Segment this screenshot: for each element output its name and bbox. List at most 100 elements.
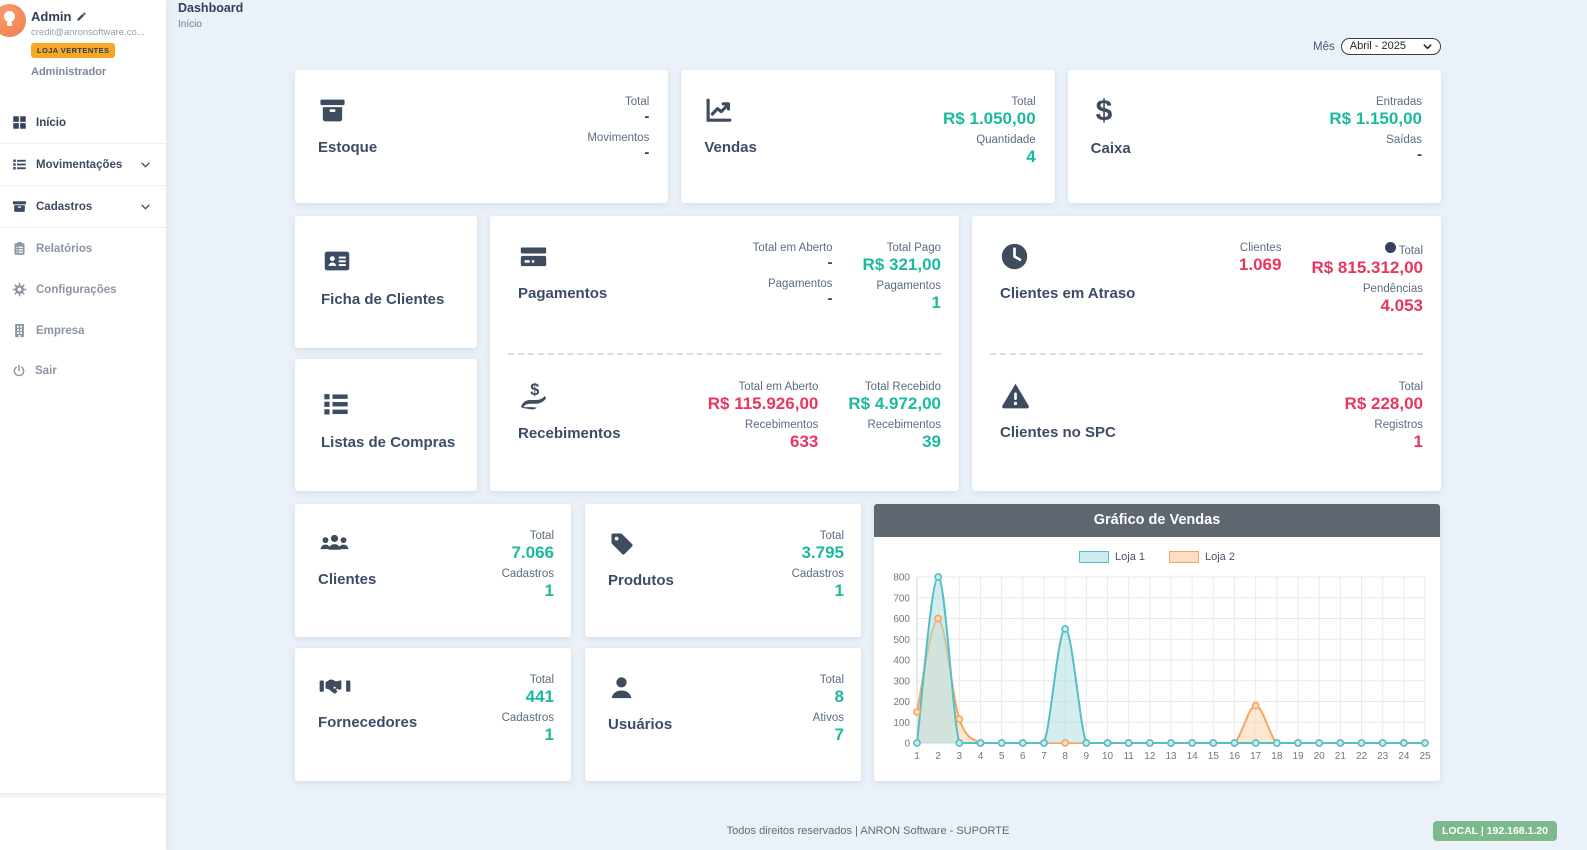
legend-swatch [1169,551,1199,563]
svg-text:7: 7 [1041,751,1047,762]
stat-value: - [1416,146,1422,164]
clipboard-icon [14,241,25,255]
sidebar-item-inicio[interactable]: Início [0,102,166,143]
stat-value: 1 [834,581,844,601]
svg-text:18: 18 [1271,751,1283,762]
edit-pencil-icon[interactable] [76,11,87,22]
svg-text:21: 21 [1335,751,1347,762]
stat-label: Total Pago [886,242,941,254]
stat-label: Total [1398,380,1423,393]
stat-value: R$ 1.050,00 [943,109,1036,128]
sidebar-item-label: Empresa [36,324,85,337]
stat-label: Movimentos [587,131,650,144]
svg-text:10: 10 [1102,751,1114,762]
stat-value: - [827,254,833,271]
sidebar-item-sair[interactable]: Sair [0,351,166,391]
stat-label: Pendências [1362,283,1423,296]
stat-value: R$ 1.150,00 [1329,109,1422,128]
warning-icon [1002,383,1029,408]
sidebar-item-cadastros[interactable]: Cadastros [0,185,166,228]
stat-value: 441 [525,687,554,706]
sales-chart-card: Gráfico de Vendas Loja 1 Loja 2 0 100 200 3… [874,504,1440,781]
stat-value: 4 [1026,147,1036,167]
avatar [0,4,26,37]
svg-text:11: 11 [1123,751,1134,762]
archive-icon [12,201,27,212]
svg-text:13: 13 [1165,751,1177,762]
svg-text:$: $ [1095,96,1112,126]
gear-icon [12,282,27,297]
svg-text:20: 20 [1314,751,1326,762]
sidebar-item-relatorios[interactable]: Relatórios [0,228,166,269]
stat-label: Total [625,96,650,108]
bulb-icon [4,11,15,22]
chevron-down-icon[interactable] [139,200,152,213]
stat-label: Total Recebido [864,380,941,393]
stat-label: Entradas [1375,96,1422,108]
card-title: Usuários [608,716,673,733]
sidebar-menu: Início Movimentações Cadastros [0,102,166,391]
stat-value: 1 [931,293,941,313]
stat-value: 7.066 [511,543,554,562]
card-caixa: $ Caixa Entradas R$ 1.150,00 Saídas - [1067,70,1441,203]
store-badge: LOJA VERTENTES [31,43,116,58]
card-title: Clientes em Atraso [1000,285,1136,302]
svg-text:15: 15 [1208,751,1220,762]
handshake-icon [319,679,351,694]
svg-text:25: 25 [1419,751,1431,762]
chart-line-icon [706,98,732,122]
stat-value: 1.069 [1238,255,1282,274]
card-ficha-clientes[interactable]: Ficha de Clientes [295,216,477,348]
users-icon [320,534,349,550]
card-pagamentos-recebimentos: Pagamentos Total em Aberto - Pagamentos … [490,216,959,491]
card-title: Produtos [608,572,674,589]
stat-label: Cadastros [501,712,554,725]
stat-value: 1 [1413,431,1423,451]
user-block: Admin credit@anronsoftware.co... LOJA VE… [0,0,166,90]
svg-text:0: 0 [904,739,910,750]
stat-label: Cadastros [501,568,554,581]
stat-label: Total [1011,96,1036,108]
svg-text:6: 6 [1020,751,1026,762]
user-email: credit@anronsoftware.co... [31,27,145,38]
svg-text:17: 17 [1250,751,1262,762]
chevron-down-icon[interactable] [139,158,152,171]
svg-text:5: 5 [999,751,1005,762]
card-title: Clientes [318,571,377,588]
section-pagamentos: Pagamentos Total em Aberto - Pagamentos … [508,216,941,355]
card-title: Ficha de Clientes [321,291,445,308]
sidebar-item-movimentacoes[interactable]: Movimentações [0,143,166,185]
card-clientes: Clientes Total 7.066 Cadastros 1 [295,504,571,637]
month-label: Mês [1313,40,1335,53]
stat-value: 1 [544,725,554,745]
card-title: Recebimentos [518,424,621,442]
section-clientes-atraso: Clientes em Atraso Clientes 1.069 Total … [990,216,1423,355]
stat-label: Total [529,530,554,542]
stat-label: Total [819,674,844,686]
sidebar-item-configuracoes[interactable]: Configurações [0,269,166,310]
svg-text:4: 4 [978,751,984,762]
stat-value: R$ 321,00 [862,255,941,274]
svg-text:300: 300 [893,676,910,687]
card-listas-compras[interactable]: Listas de Compras [295,359,477,491]
stat-label: Total [819,530,844,542]
hand-holding-dollar-icon: $ [521,380,546,409]
stat-value: - [827,289,833,307]
chevron-down-icon [1423,43,1432,49]
stat-label: Total em Aberto [738,380,819,393]
breadcrumb: Início [178,19,202,30]
legend-item-loja2[interactable]: Loja 2 [1169,551,1235,563]
main-area: Dashboard Início Mês Abril - 2025 Estoqu… [166,0,1587,850]
sidebar-item-label: Sair [35,365,57,377]
footer-text: Todos direitos reservados | ANRON Softwa… [726,825,1010,837]
stat-label: Recebimentos [744,418,819,431]
sidebar-item-empresa[interactable]: Empresa [0,310,166,351]
sidebar-item-label: Movimentações [36,158,123,171]
legend-item-loja1[interactable]: Loja 1 [1079,551,1145,563]
list-icon [13,159,26,170]
info-icon[interactable] [1384,242,1396,253]
network-status-badge: LOCAL | 192.168.1.20 [1432,821,1557,841]
month-select[interactable]: Abril - 2025 [1340,38,1441,55]
stat-value: R$ 115.926,00 [707,393,819,413]
